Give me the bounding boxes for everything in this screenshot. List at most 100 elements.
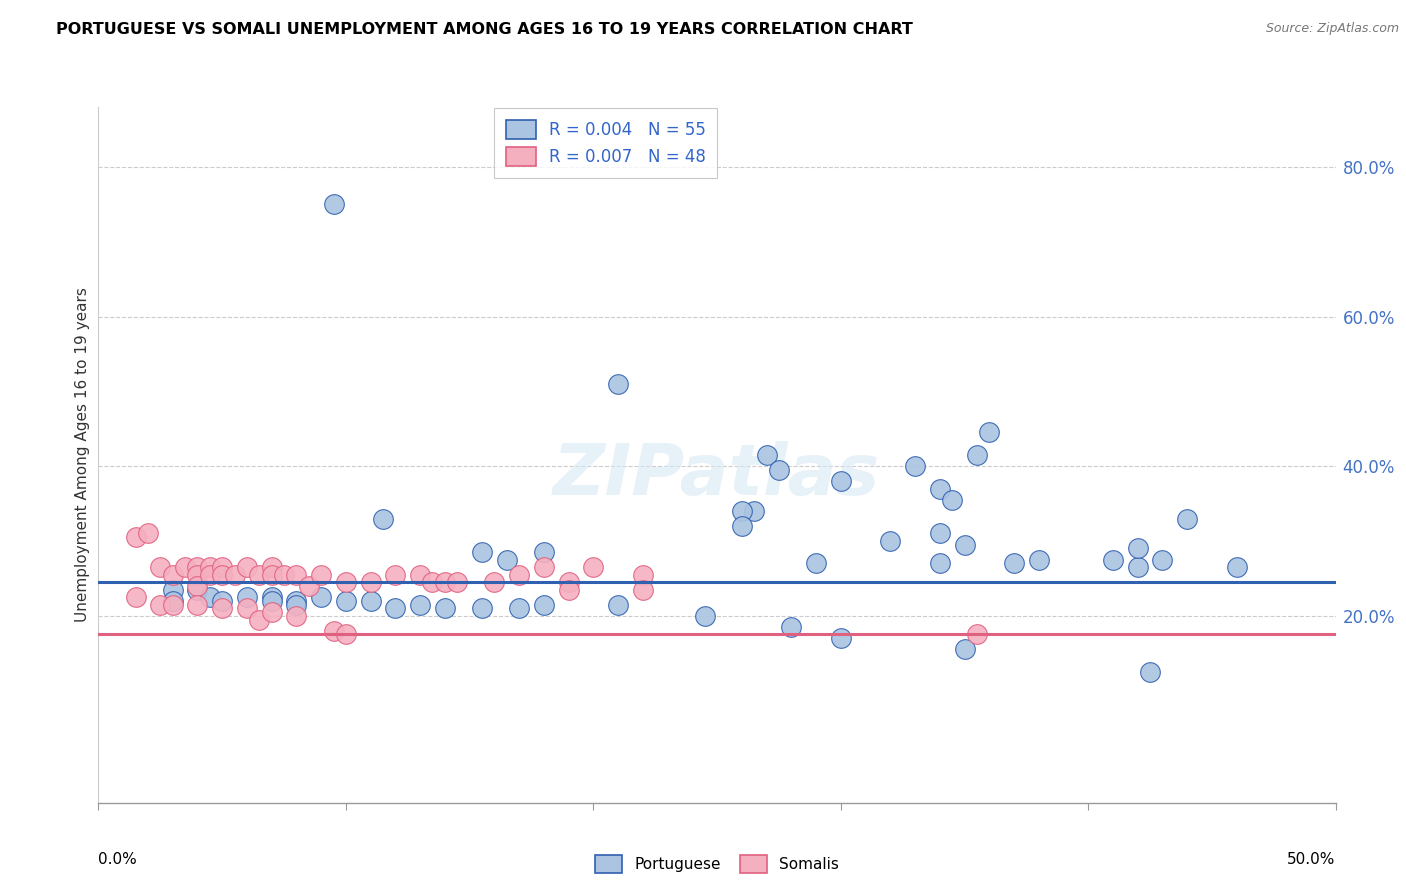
Point [186,560,208,574]
Point [198,590,221,604]
Point [928,482,950,496]
Point [260,567,283,582]
Point [198,560,221,574]
Point [260,605,283,619]
Point [174,560,197,574]
Point [285,594,308,608]
Point [322,197,344,211]
Point [309,590,332,604]
Point [830,631,852,645]
Point [247,567,270,582]
Point [607,598,630,612]
Point [768,463,790,477]
Point [149,560,172,574]
Point [260,560,283,574]
Text: PORTUGUESE VS SOMALI UNEMPLOYMENT AMONG AGES 16 TO 19 YEARS CORRELATION CHART: PORTUGUESE VS SOMALI UNEMPLOYMENT AMONG … [56,22,912,37]
Point [211,560,233,574]
Point [533,560,555,574]
Point [260,590,283,604]
Point [360,594,382,608]
Point [186,598,208,612]
Point [804,557,827,571]
Point [309,567,332,582]
Point [162,594,184,608]
Point [471,545,494,559]
Point [335,594,357,608]
Point [533,545,555,559]
Point [285,567,308,582]
Point [631,567,654,582]
Point [1002,557,1025,571]
Point [433,601,456,615]
Point [966,448,988,462]
Point [1126,560,1149,574]
Point [322,624,344,638]
Point [557,582,579,597]
Point [285,598,308,612]
Point [904,459,927,474]
Point [1126,541,1149,556]
Point [1226,560,1249,574]
Point [162,567,184,582]
Point [1139,665,1161,679]
Point [941,492,963,507]
Point [693,608,716,623]
Point [780,620,803,634]
Point [162,598,184,612]
Point [149,598,172,612]
Y-axis label: Unemployment Among Ages 16 to 19 years: Unemployment Among Ages 16 to 19 years [75,287,90,623]
Point [409,567,432,582]
Point [124,530,146,544]
Point [471,601,494,615]
Point [335,627,357,641]
Point [1028,552,1050,566]
Text: Source: ZipAtlas.com: Source: ZipAtlas.com [1265,22,1399,36]
Point [607,376,630,391]
Point [186,579,208,593]
Point [928,526,950,541]
Point [371,511,394,525]
Point [186,567,208,582]
Point [285,608,308,623]
Point [409,598,432,612]
Point [211,567,233,582]
Point [879,533,901,548]
Point [162,582,184,597]
Point [186,582,208,597]
Text: ZIPatlas: ZIPatlas [554,442,880,510]
Point [742,504,765,518]
Legend: Portuguese, Somalis: Portuguese, Somalis [589,849,845,879]
Point [953,642,976,657]
Point [298,579,321,593]
Point [582,560,605,574]
Point [731,504,754,518]
Point [247,613,270,627]
Point [211,594,233,608]
Point [1152,552,1174,566]
Point [731,519,754,533]
Point [1175,511,1198,525]
Point [335,575,357,590]
Point [953,538,976,552]
Point [236,590,259,604]
Point [433,575,456,590]
Point [508,567,530,582]
Point [236,560,259,574]
Point [260,594,283,608]
Point [384,601,406,615]
Point [273,567,295,582]
Point [631,582,654,597]
Point [136,526,159,541]
Point [360,575,382,590]
Point [1102,552,1125,566]
Point [384,567,406,582]
Point [755,448,778,462]
Point [422,575,444,590]
Point [928,557,950,571]
Point [446,575,468,590]
Point [830,474,852,488]
Point [484,575,506,590]
Text: 50.0%: 50.0% [1288,852,1336,866]
Point [533,598,555,612]
Point [966,627,988,641]
